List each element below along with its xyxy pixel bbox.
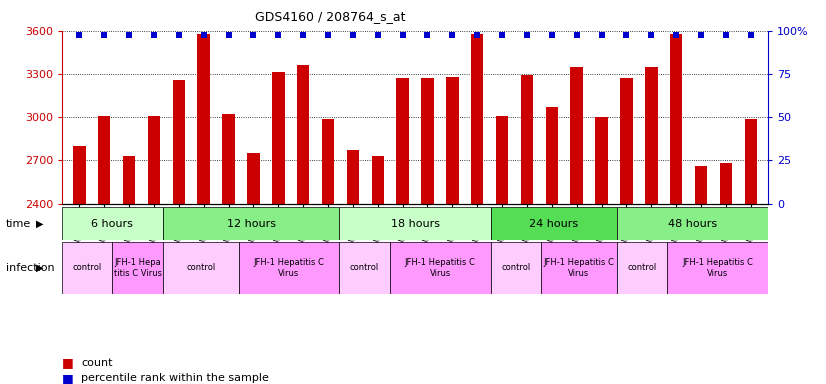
Bar [163,207,339,240]
Text: ▶: ▶ [36,218,44,229]
Bar [173,80,185,384]
Text: JFH-1 Hepatitis C
Virus: JFH-1 Hepatitis C Virus [254,258,325,278]
Bar [390,242,491,294]
Bar [396,78,409,384]
Bar [339,207,491,240]
Bar [491,207,617,240]
Text: ■: ■ [62,356,74,369]
Bar [272,73,284,384]
Bar [98,116,111,384]
Text: GDS4160 / 208764_s_at: GDS4160 / 208764_s_at [255,10,406,23]
Bar [744,119,757,384]
Bar [112,242,163,294]
Bar [520,75,534,384]
Text: 12 hours: 12 hours [226,218,276,229]
Bar [546,107,558,384]
Text: JFH-1 Hepatitis C
Virus: JFH-1 Hepatitis C Virus [405,258,476,278]
Bar [496,116,508,384]
Text: ▶: ▶ [36,263,44,273]
Bar [247,153,259,384]
Bar [617,207,768,240]
Text: JFH-1 Hepatitis C
Virus: JFH-1 Hepatitis C Virus [682,258,753,278]
Text: 6 hours: 6 hours [92,218,133,229]
Bar [163,242,239,294]
Bar [617,242,667,294]
Bar [695,166,707,384]
Bar [62,207,163,240]
Bar [620,78,633,384]
Bar [491,242,541,294]
Bar [347,150,359,384]
Bar [596,117,608,384]
Text: control: control [501,263,530,272]
Bar [541,242,617,294]
Text: control: control [350,263,379,272]
Text: time: time [6,218,31,229]
Bar [222,114,235,384]
Bar [123,156,135,384]
Bar [62,242,112,294]
Text: control: control [186,263,216,272]
Text: count: count [81,358,112,368]
Bar [571,67,583,384]
Bar [339,242,390,294]
Text: 48 hours: 48 hours [668,218,717,229]
Bar [667,242,768,294]
Bar [645,67,657,384]
Text: 24 hours: 24 hours [529,218,578,229]
Text: ■: ■ [62,372,74,384]
Text: percentile rank within the sample: percentile rank within the sample [81,373,268,383]
Bar [297,65,310,384]
Bar [239,242,339,294]
Text: infection: infection [6,263,55,273]
Text: control: control [73,263,102,272]
Bar [372,156,384,384]
Bar [719,163,732,384]
Bar [197,34,210,384]
Text: control: control [628,263,657,272]
Text: 18 hours: 18 hours [391,218,439,229]
Bar [421,78,434,384]
Bar [670,34,682,384]
Bar [446,77,458,384]
Bar [322,119,335,384]
Text: JFH-1 Hepa
titis C Virus: JFH-1 Hepa titis C Virus [114,258,162,278]
Bar [471,34,483,384]
Text: JFH-1 Hepatitis C
Virus: JFH-1 Hepatitis C Virus [544,258,615,278]
Bar [148,116,160,384]
Bar [74,146,86,384]
